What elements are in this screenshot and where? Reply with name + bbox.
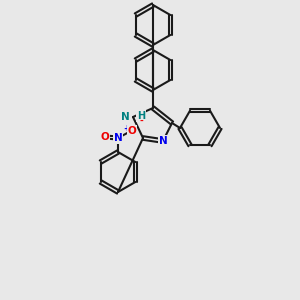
Text: H: H [137, 111, 145, 121]
Text: +: + [123, 124, 129, 133]
Text: N: N [114, 133, 122, 143]
Text: N: N [159, 136, 167, 146]
Text: N: N [121, 112, 130, 122]
Text: O: O [128, 126, 136, 136]
Text: -: - [139, 117, 143, 126]
Text: O: O [100, 132, 109, 142]
